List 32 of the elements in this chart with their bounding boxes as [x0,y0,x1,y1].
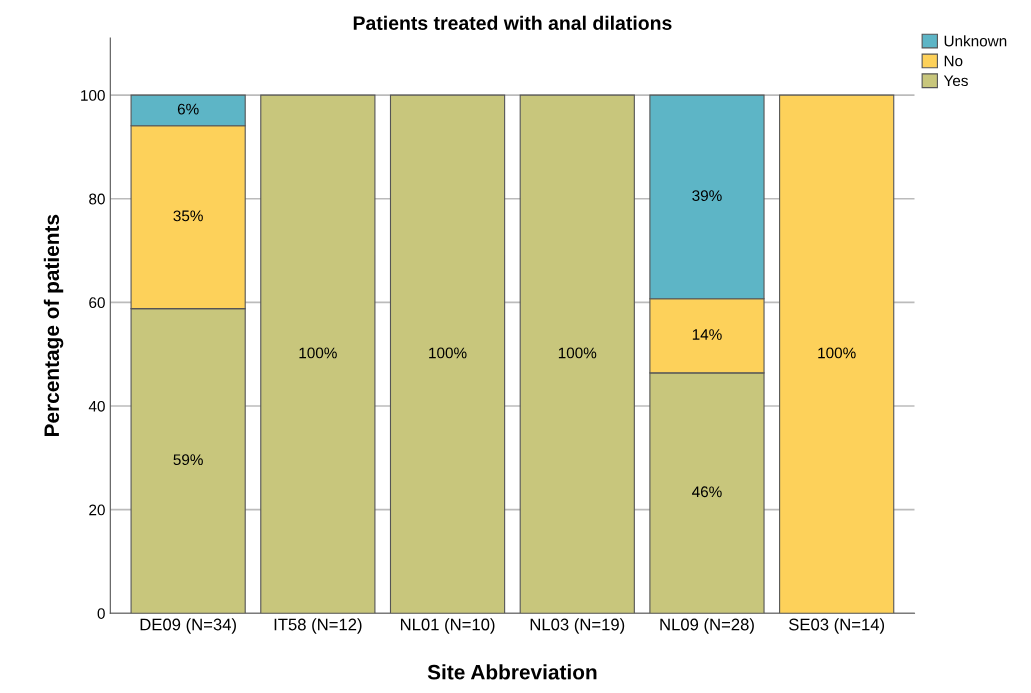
x-tick-label: IT58 (N=12) [274,618,362,634]
x-tick-label: NL09 (N=28) [660,618,754,634]
bar [260,94,376,614]
data-label: 6% [177,103,199,115]
bar [389,94,506,614]
data-label: 46% [692,486,722,498]
y-tick-label: 40 [88,400,105,412]
chart-title: Patients treated with anal dilations [353,15,672,30]
y-tick-label: 0 [97,608,105,619]
data-label: 14% [692,329,722,340]
data-label: 100% [299,347,337,359]
y-axis-title: Percentage of patients [43,214,64,437]
y-tick-label: 60 [89,297,105,309]
data-label: 100% [818,347,856,359]
x-axis-title: Site Abbreviation [427,664,597,680]
data-label: 59% [173,454,203,466]
x-tick-label: DE09 (N=34) [140,618,236,634]
x-tick-label: NL01 (N=10) [400,618,495,634]
x-tick-label: SE03 (N=14) [789,618,885,634]
bar [519,94,635,614]
data-label: 39% [692,190,722,202]
y-tick-label: 80 [89,193,105,205]
y-tick-label: 20 [89,504,105,516]
bar [779,94,895,614]
x-tick-label: NL03 (N=19) [530,618,625,634]
data-label: 35% [173,210,203,222]
data-label: 100% [429,347,467,359]
data-label: 100% [558,347,597,359]
legend-label: Unknown [944,35,1007,47]
y-tick-label: 100 [81,89,105,101]
legend-label: No [944,55,963,67]
legend-label: Yes [943,75,968,87]
